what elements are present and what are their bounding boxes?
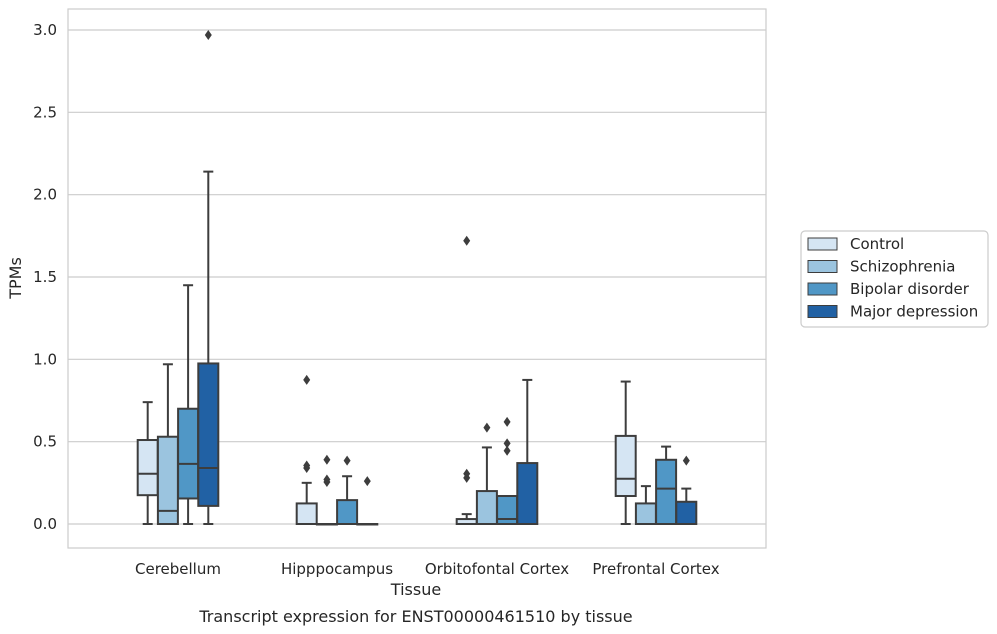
legend-swatch (807, 282, 838, 296)
outlier-point (303, 460, 311, 471)
x-tick-label: Orbitofontal Cortex (425, 560, 569, 578)
box-body (197, 362, 220, 507)
box-control (455, 235, 478, 525)
y-axis-label: TPMs (6, 257, 25, 300)
y-tick-label: 1.0 (33, 350, 57, 368)
box-body (336, 499, 359, 525)
box-major-depression (516, 378, 539, 525)
outlier-point (343, 455, 351, 466)
box-major-depression (197, 29, 220, 525)
box-body (516, 462, 539, 525)
outlier-point (303, 374, 311, 385)
box-schizophrenia (634, 485, 657, 525)
box-body (295, 502, 318, 525)
x-axis-label: Tissue (390, 580, 441, 599)
box-control (136, 401, 159, 525)
legend-frame (800, 230, 989, 328)
box-body (634, 502, 657, 525)
outlier-point (323, 474, 331, 485)
outlier-point (363, 476, 371, 487)
box-body (136, 439, 159, 497)
legend: Control Schizophrenia Bipolar disorder Majo… (800, 230, 989, 328)
box-control (295, 374, 318, 525)
y-tick-label: 1.5 (33, 268, 57, 286)
legend-label: Major depression (850, 303, 978, 321)
outlier-point (204, 29, 212, 40)
box-bipolar-disorder (655, 445, 678, 525)
outlier-point (463, 235, 471, 246)
y-tick-label: 2.0 (33, 186, 57, 204)
x-tick-label: Hipppocampus (281, 560, 393, 578)
y-tick-label: 2.5 (33, 103, 57, 121)
x-tick-label: Prefrontal Cortex (592, 560, 719, 578)
legend-swatch (807, 260, 838, 273)
outlier-point (682, 455, 690, 466)
y-tick-label: 3.0 (33, 21, 57, 39)
legend-swatch (807, 237, 838, 251)
box-body (614, 434, 637, 498)
box-bipolar-disorder (496, 416, 519, 525)
y-tick-label: 0.5 (33, 433, 57, 451)
box-body (177, 407, 200, 500)
x-tick-label: Cerebellum (135, 560, 221, 578)
box-body (675, 500, 698, 525)
box-schizophrenia (156, 363, 179, 525)
box-bipolar-disorder (177, 284, 200, 525)
box-major-depression (675, 455, 698, 525)
plot-marks (136, 29, 698, 526)
outlier-point (483, 422, 491, 433)
box-body (475, 490, 498, 526)
legend-label: Control (850, 235, 904, 253)
outlier-point (503, 438, 511, 449)
outlier-point (503, 445, 511, 456)
box-bipolar-disorder (336, 455, 359, 525)
x-tick-labels: Cerebellum Hipppocampus Orbitofontal Corte… (135, 560, 720, 578)
legend-label: Schizophrenia (850, 258, 955, 276)
box-schizophrenia (475, 422, 498, 526)
box-schizophrenia (315, 454, 338, 526)
box-control (614, 380, 637, 525)
outlier-point (463, 468, 471, 479)
chart-caption: Transcript expression for ENST0000046151… (198, 607, 632, 626)
legend-label: Bipolar disorder (850, 280, 970, 298)
box-major-depression (356, 476, 379, 526)
outlier-point (323, 454, 331, 465)
outlier-point (503, 416, 511, 427)
y-tick-label: 0.0 (33, 515, 57, 533)
y-tick-labels: 0.0 0.5 1.0 1.5 2.0 2.5 3.0 (33, 21, 57, 533)
box-body (655, 458, 678, 525)
legend-swatch (807, 305, 838, 318)
plot-area-frame (67, 8, 767, 549)
